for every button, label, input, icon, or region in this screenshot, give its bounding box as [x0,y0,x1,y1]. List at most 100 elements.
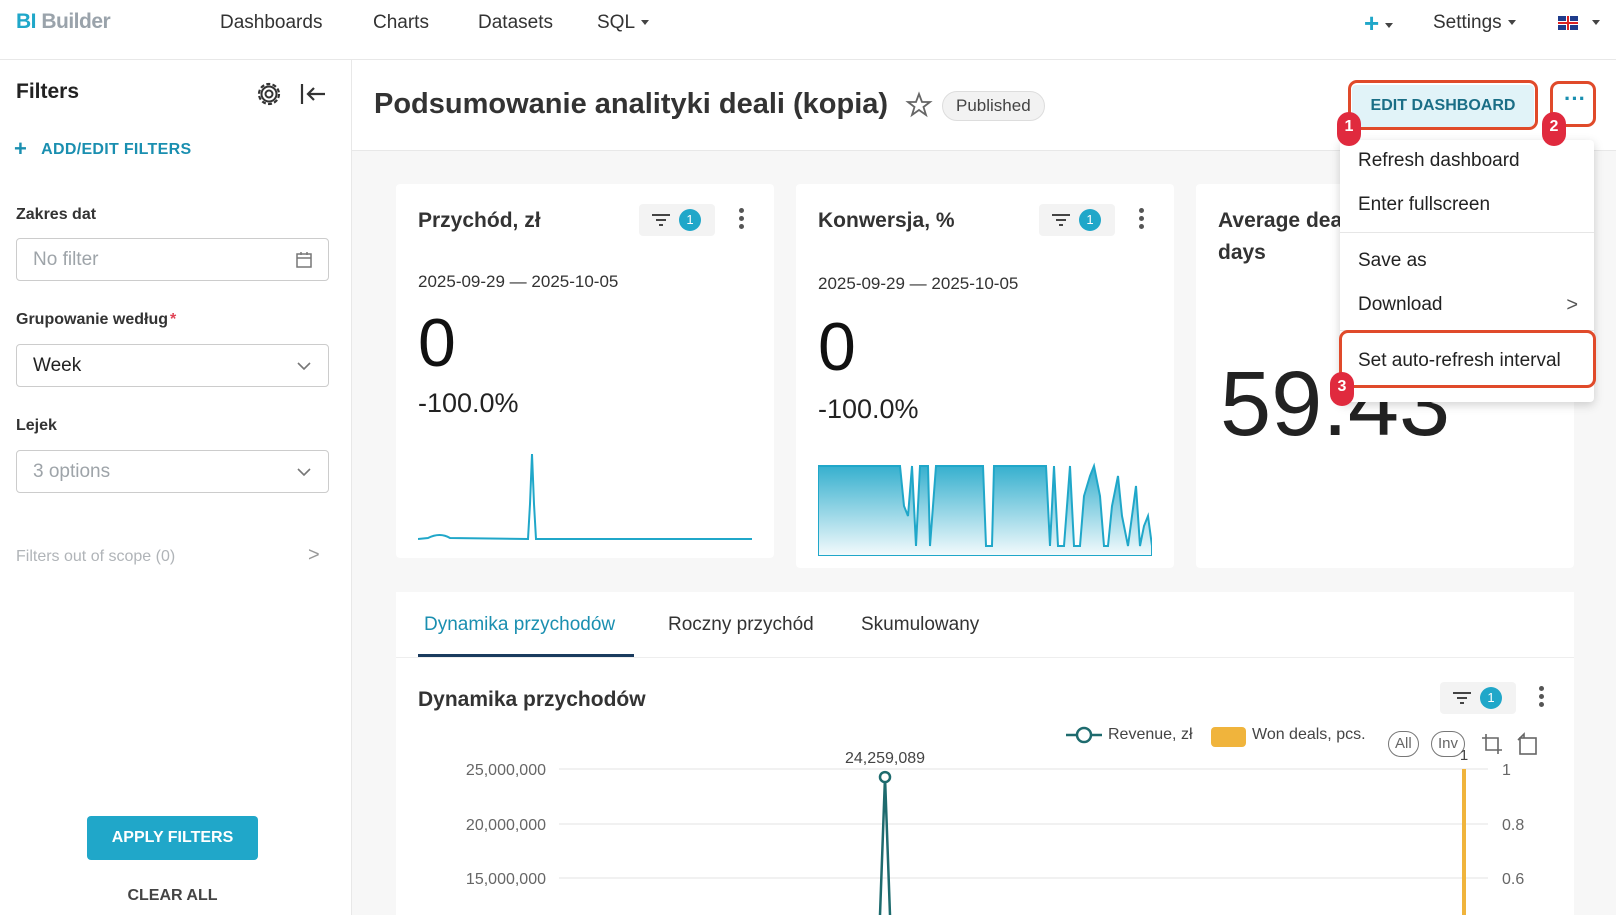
filters-title: Filters [16,80,80,103]
highlight-edit-dashboard [1348,80,1538,130]
filters-out-of-scope[interactable]: Filters out of scope (0) [16,548,176,565]
chevron-down-icon [297,468,311,477]
legend-select-all-button[interactable]: All [1388,731,1419,757]
nav-datasets[interactable]: Datasets [478,12,553,33]
status-badge: Published [942,91,1045,121]
legend-won-deals[interactable]: Won deals, pcs. [1252,726,1366,743]
nav-charts[interactable]: Charts [373,12,429,33]
group-by-select[interactable]: Week [16,344,329,387]
y2-axis-tick-label: 1 [1502,762,1511,779]
reset-zoom-icon[interactable] [1516,732,1540,756]
chart-menu-icon[interactable] [1535,683,1547,713]
menu-item-save-as[interactable]: Save as [1358,250,1427,271]
date-range-placeholder: No filter [33,249,99,270]
plus-icon: + [14,136,28,161]
card-title: Konwersja, % [818,209,955,232]
settings-menu[interactable]: Settings [1433,12,1516,34]
kpi-card-revenue: Przychód, zł 1 2025-09-29 — 2025-10-05 0… [396,184,774,558]
star-icon[interactable] [905,91,933,119]
add-edit-filters-label: ADD/EDIT FILTERS [41,141,192,158]
won-deals-data-label: 1 [1460,747,1468,764]
logo-bi: BI [16,10,37,33]
revenue-sparkline [418,453,752,541]
revenue-series-line [878,777,892,915]
calendar-icon [296,252,312,268]
chart-svg: 25,000,000 20,000,000 15,000,000 1 0.8 0.6 24,… [466,747,1524,915]
top-navbar: BI Builder Dashboards Charts Datasets SQ… [0,0,1616,60]
card-date-range: 2025-09-29 — 2025-10-05 [418,272,619,291]
card-menu-icon[interactable] [735,205,747,235]
required-marker: * [170,311,177,328]
chevron-right-icon: > [1566,294,1578,316]
chevron-down-icon [1385,22,1394,28]
collapse-sidebar-icon[interactable] [298,79,328,109]
filter-count-badge: 1 [1079,209,1101,231]
annotation-marker-2: 2 [1542,112,1566,146]
chart-title: Dynamika przychodów [418,688,646,711]
card-menu-icon[interactable] [1135,205,1147,235]
more-options-button[interactable]: ··· [1564,86,1586,111]
annotation-marker-3: 3 [1330,372,1354,406]
menu-divider [1340,232,1594,233]
card-filter-indicator[interactable]: 1 [1039,204,1115,236]
card-title-line1: Average dea [1218,209,1343,232]
funnel-select[interactable]: 3 options [16,450,329,493]
group-by-label: Grupowanie według * [16,311,176,329]
date-range-label: Zakres dat [16,206,97,223]
new-item-button[interactable]: + [1364,8,1394,39]
y-axis-tick-label: 25,000,000 [466,762,546,779]
chevron-right-icon[interactable]: > [308,544,320,566]
y2-axis-tick-label: 0.6 [1502,871,1524,888]
tab-annual-revenue[interactable]: Roczny przychód [668,614,814,635]
filter-count-badge: 1 [1480,687,1502,709]
y-axis-tick-label: 15,000,000 [466,871,546,888]
menu-item-set-auto-refresh-interval[interactable]: Set auto-refresh interval [1358,350,1561,371]
date-range-input[interactable]: No filter [16,238,329,281]
y2-axis-tick-label: 0.8 [1502,817,1524,834]
edit-dashboard-button[interactable]: EDIT DASHBOARD [1352,85,1534,127]
card-title: Average dea days [1218,209,1342,265]
filter-icon [652,214,670,226]
chevron-down-icon [1592,20,1600,25]
kpi-value: 0 [418,305,456,381]
group-by-label-text: Grupowanie według [16,311,169,328]
filter-icon [1052,214,1070,226]
card-filter-indicator[interactable]: 1 [639,204,715,236]
revenue-chart-panel: Dynamika przychodów Roczny przychód Skum… [396,592,1574,915]
gear-icon[interactable] [254,79,284,109]
group-by-value: Week [33,355,82,376]
menu-item-download[interactable]: Download [1358,294,1443,315]
nav-sql-label: SQL [597,12,636,33]
kpi-change: -100.0% [818,394,919,424]
nav-dashboards[interactable]: Dashboards [220,12,323,33]
annotation-marker-1: 1 [1337,112,1361,146]
funnel-placeholder: 3 options [33,461,111,482]
add-edit-filters-button[interactable]: + ADD/EDIT FILTERS [14,136,191,162]
legend-revenue[interactable]: Revenue, zł [1108,726,1193,743]
tabs-divider [396,657,1574,658]
clear-all-button[interactable]: CLEAR ALL [127,887,218,904]
logo-builder: Builder [41,10,111,33]
filter-count-badge: 1 [679,209,701,231]
card-date-range: 2025-09-29 — 2025-10-05 [818,274,1019,293]
menu-item-enter-fullscreen[interactable]: Enter fullscreen [1358,194,1491,215]
chart-filter-indicator[interactable]: 1 [1440,682,1516,714]
highlight-auto-refresh [1339,330,1596,388]
crop-icon[interactable] [1480,732,1504,756]
card-title-line2: days [1218,241,1266,264]
active-tab-indicator [418,654,634,657]
tab-revenue-dynamics[interactable]: Dynamika przychodów [424,614,616,635]
chevron-down-icon [641,20,650,26]
funnel-label: Lejek [16,417,57,434]
plus-icon: + [1364,8,1380,38]
menu-item-refresh-dashboard[interactable]: Refresh dashboard [1358,150,1520,171]
tab-cumulative[interactable]: Skumulowany [861,614,980,635]
apply-filters-button[interactable]: APPLY FILTERS [87,816,258,860]
dashboard-actions-menu: Refresh dashboard Enter fullscreen Save … [1340,140,1594,402]
kpi-change: -100.0% [418,388,519,418]
kpi-value: 0 [818,309,856,385]
app-logo[interactable]: BI Builder [16,10,111,34]
legend-invert-button[interactable]: Inv [1431,731,1466,757]
nav-sql[interactable]: SQL [597,12,650,34]
language-flag-icon[interactable] [1558,16,1578,30]
